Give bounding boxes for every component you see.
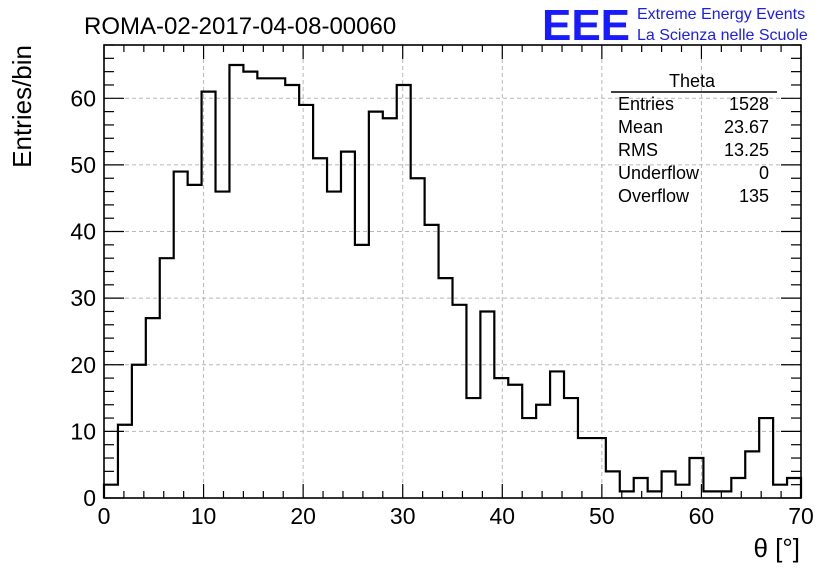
- stats-label: Overflow: [618, 186, 690, 206]
- y-tick-label: 10: [70, 418, 96, 444]
- histogram-bin: [787, 478, 801, 498]
- logo-mark: EEE: [542, 1, 630, 50]
- x-tick-label: 70: [788, 503, 814, 529]
- histogram-bins: [104, 65, 801, 498]
- histogram-bin: [271, 78, 285, 498]
- histogram-bin: [160, 258, 174, 498]
- stats-box: Theta Entries 1528 Mean 23.67 RMS 13.25 Underf…: [611, 71, 777, 206]
- histogram-bin: [174, 172, 188, 498]
- histogram-bin: [717, 491, 731, 498]
- histogram-bin: [202, 92, 216, 498]
- stats-value: 1528: [729, 94, 769, 114]
- histogram-bin: [313, 158, 327, 498]
- x-tick-label: 40: [489, 503, 515, 529]
- histogram-bin: [745, 451, 759, 498]
- stats-label: RMS: [618, 140, 658, 160]
- x-tick-label: 20: [290, 503, 316, 529]
- stats-value: 135: [739, 186, 769, 206]
- histogram-bin: [634, 478, 648, 498]
- histogram-bin: [536, 405, 550, 498]
- histogram-bin: [550, 371, 564, 498]
- histogram-bin: [132, 365, 146, 498]
- histogram-bin: [425, 225, 439, 498]
- histogram-bin: [592, 438, 606, 498]
- histogram-bin: [383, 118, 397, 498]
- histogram-bin: [453, 305, 467, 498]
- stats-rows: Entries 1528 Mean 23.67 RMS 13.25 Underflow 0 Ov…: [618, 94, 769, 206]
- logo-line-2: La Scienza nelle Scuole: [637, 27, 808, 44]
- histogram-bin: [662, 471, 676, 498]
- histogram-outline: [102, 63, 803, 498]
- stats-value: 13.25: [724, 140, 769, 160]
- histogram-bin: [369, 112, 383, 498]
- x-tick-label: 50: [589, 503, 615, 529]
- histogram-bin: [299, 105, 313, 498]
- y-tick-label: 20: [70, 352, 96, 378]
- histogram-bin: [703, 491, 717, 498]
- histogram-bin: [216, 192, 230, 498]
- grid-lines: [104, 45, 801, 498]
- histogram-bin: [411, 178, 425, 498]
- histogram-bin: [731, 478, 745, 498]
- stats-label: Underflow: [618, 163, 700, 183]
- stats-value: 0: [759, 163, 769, 183]
- stats-label: Entries: [618, 94, 674, 114]
- stats-value: 23.67: [724, 117, 769, 137]
- x-tick-label: 30: [390, 503, 416, 529]
- x-axis-label: θ [°]: [753, 533, 800, 563]
- histogram-bin: [648, 491, 662, 498]
- histogram-bin: [620, 491, 634, 498]
- eee-logo: EEE Extreme Energy Events La Scienza nel…: [542, 1, 808, 50]
- y-tick-label: 40: [70, 219, 96, 245]
- histogram-bin: [773, 485, 787, 498]
- histogram-bin: [118, 425, 132, 498]
- histogram-bin: [188, 185, 202, 498]
- histogram-bin: [327, 192, 341, 498]
- histogram-bin: [285, 85, 299, 498]
- histogram-bin: [480, 311, 494, 498]
- histogram-bin: [508, 385, 522, 498]
- histogram-bin: [759, 418, 773, 498]
- chart-title: ROMA-02-2017-04-08-00060: [84, 13, 396, 40]
- histogram-bin: [257, 78, 271, 498]
- logo-line-1: Extreme Energy Events: [637, 6, 805, 23]
- histogram-bin: [146, 318, 160, 498]
- y-tick-label: 50: [70, 152, 96, 178]
- y-tick-label: 0: [83, 485, 96, 511]
- histogram-bin: [606, 471, 620, 498]
- histogram-bin: [564, 398, 578, 498]
- y-tick-label: 60: [70, 85, 96, 111]
- histogram-bin: [578, 438, 592, 498]
- x-tick-label: 60: [689, 503, 715, 529]
- tick-labels: 0 10 20 30 40 50 60 70 0 10 20 30 40 50 60: [70, 85, 813, 529]
- plot-frame: [103, 44, 802, 499]
- histogram-bin: [522, 418, 536, 498]
- histogram-bin: [104, 485, 118, 498]
- x-tick-label: 10: [191, 503, 217, 529]
- x-tick-label: 0: [98, 503, 111, 529]
- stats-label: Mean: [618, 117, 663, 137]
- histogram-bin: [397, 85, 411, 498]
- histogram-bin: [355, 245, 369, 498]
- histogram-bin: [676, 485, 690, 498]
- histogram-bin: [466, 398, 480, 498]
- histogram-bin: [341, 152, 355, 498]
- y-tick-label: 30: [70, 285, 96, 311]
- histogram-bin: [494, 378, 508, 498]
- y-axis-label: Entries/bin: [7, 45, 37, 168]
- stats-title: Theta: [669, 71, 716, 91]
- histogram-bin: [689, 458, 703, 498]
- histogram-bin: [439, 278, 453, 498]
- histogram-bin: [229, 65, 243, 498]
- histogram-bin: [243, 72, 257, 498]
